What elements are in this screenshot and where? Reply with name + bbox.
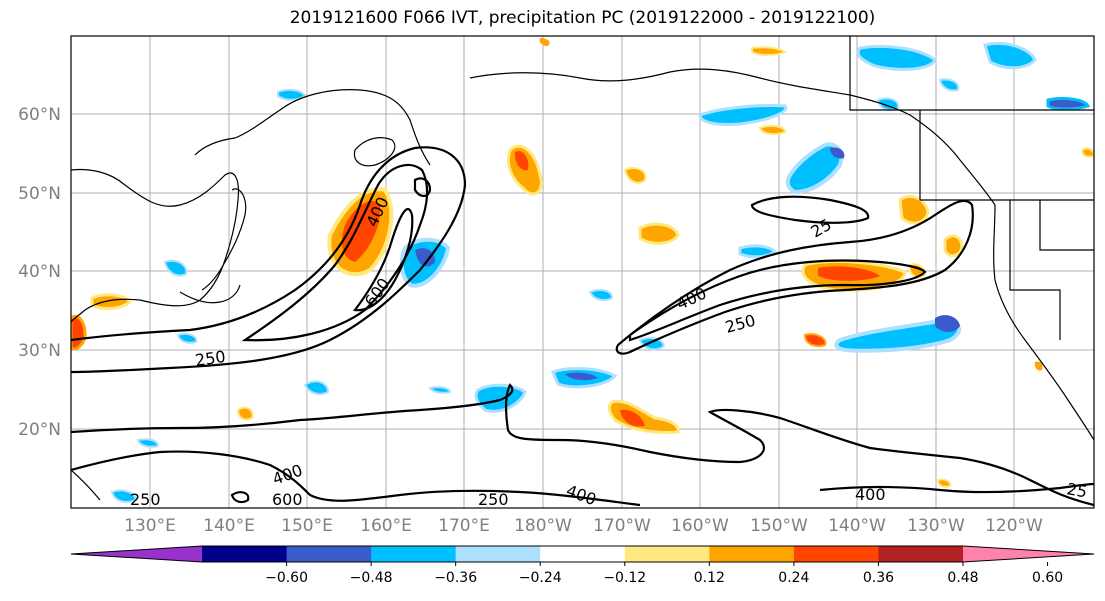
precip-positive-areas [71,38,1094,488]
colorbar-tick-label: −0.48 [350,570,393,586]
map-border [70,35,1095,509]
lon-axis: 130°E 140°E 150°E 160°E 170°E 180°W 170°… [124,516,1043,536]
lon-tick-label: 160°W [671,516,729,536]
colorbar-swatch [455,546,541,562]
colorbar-extend-low [71,546,202,562]
lat-tick-label: 50°N [18,184,61,204]
precip-negative-areas [110,42,1091,503]
contour-label: 600 [272,490,303,509]
colorbar-swatch [202,546,288,562]
colorbar-swatch [878,546,964,562]
lon-tick-label: 170°W [593,516,651,536]
colorbar-swatch [371,546,457,562]
colorbar-tick-label: 0.24 [778,570,809,586]
colorbar-tick-label: −0.60 [265,570,308,586]
lon-tick-label: 140°E [203,516,255,536]
coastlines [71,36,1094,501]
colorbar-extend-high [963,546,1094,562]
colorbar-outline [70,545,1095,563]
colorbar-tick-label: −0.36 [434,570,477,586]
lon-tick-label: 140°W [828,516,886,536]
colorbar-tick-label: −0.12 [603,570,646,586]
colorbar-tick-label: 0.12 [694,570,725,586]
contour-label: 25 [1065,479,1088,501]
ivt-contours [71,146,1094,507]
lon-tick-label: 150°W [750,516,808,536]
colorbar-tick-label: −0.24 [519,570,562,586]
colorbar-tick-label: 0.60 [1032,570,1063,586]
lat-tick-label: 60°N [18,105,61,125]
contour-label: 250 [478,490,509,509]
colorbar-tick-label: 0.36 [863,570,894,586]
colorbar-swatch [709,546,795,562]
lon-tick-label: 130°E [124,516,176,536]
lat-tick-label: 20°N [18,420,61,440]
map-title: 2019121600 F066 IVT, precipitation PC (2… [289,8,876,28]
lat-tick-label: 40°N [18,262,61,282]
colorbar: −0.60 −0.48 −0.36 −0.24 −0.12 0.12 0.24 0.36 0.4… [70,545,1095,586]
lon-tick-label: 160°E [360,516,412,536]
lat-axis: 60°N 50°N 40°N 30°N 20°N [18,105,61,440]
colorbar-swatch [540,546,626,562]
contour-label: 400 [855,485,886,504]
lon-tick-label: 130°W [907,516,965,536]
lat-tick-label: 30°N [18,341,61,361]
colorbar-tick-label: 0.48 [947,570,978,586]
lon-tick-label: 170°E [438,516,490,536]
colorbar-swatch [286,546,372,562]
lon-tick-label: 180°W [514,516,572,536]
contour-label: 250 [130,490,161,509]
contour-label: 250 [194,347,227,370]
colorbar-swatch [624,546,710,562]
colorbar-swatch [793,546,879,562]
lon-tick-label: 150°E [281,516,333,536]
graticule [71,36,1094,508]
lon-tick-label: 120°W [985,516,1043,536]
